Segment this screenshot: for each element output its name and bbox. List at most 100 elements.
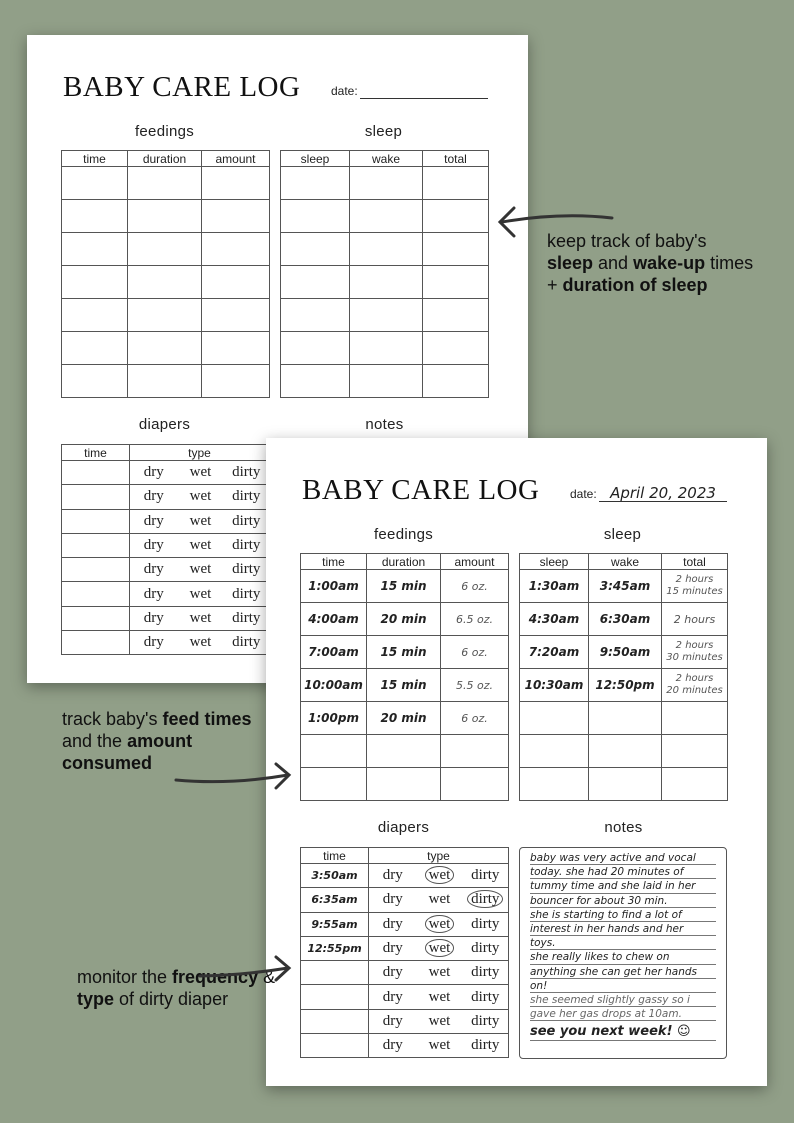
sleep-cell[interactable]: 4:30am <box>519 602 589 636</box>
sleep-cell[interactable]: 6:30am <box>588 602 662 636</box>
feedings-cell[interactable] <box>440 767 509 801</box>
sleep-cell[interactable]: 1:30am <box>519 569 589 603</box>
sleep-cell[interactable] <box>519 767 589 801</box>
diaper-type-option[interactable]: wet <box>416 984 463 1010</box>
feedings-cell[interactable]: 15 min <box>366 635 441 669</box>
diaper-time[interactable] <box>61 581 130 607</box>
diaper-type-option[interactable]: dry <box>368 862 417 889</box>
diaper-type-option[interactable]: dirty <box>223 508 271 534</box>
feedings-cell[interactable] <box>61 331 128 365</box>
diaper-type-option[interactable]: dry <box>129 557 178 583</box>
diaper-time[interactable]: 9:55am <box>300 911 369 937</box>
diaper-type-option[interactable]: dirty <box>223 581 271 607</box>
sleep-cell[interactable] <box>349 331 423 365</box>
feedings-cell[interactable]: 15 min <box>366 668 441 702</box>
sleep-cell[interactable]: 12:50pm <box>588 668 662 702</box>
diaper-type-option[interactable]: dirty <box>462 1008 510 1035</box>
diaper-type-option[interactable]: dry <box>129 508 178 534</box>
diaper-time[interactable]: 3:50am <box>300 862 369 889</box>
sleep-cell[interactable] <box>588 701 662 735</box>
sleep-cell[interactable] <box>422 298 489 332</box>
diaper-type-option[interactable]: wet <box>416 1008 463 1035</box>
feedings-cell[interactable] <box>201 199 270 233</box>
feedings-cell[interactable] <box>201 298 270 332</box>
feedings-cell[interactable]: 10:00am <box>300 668 367 702</box>
diaper-time[interactable] <box>61 484 130 510</box>
diaper-time[interactable] <box>300 1033 369 1059</box>
diaper-type-option[interactable]: dirty <box>462 960 510 986</box>
diaper-type-option[interactable]: dirty <box>462 984 510 1010</box>
feedings-cell[interactable]: 1:00pm <box>300 701 367 735</box>
sleep-cell[interactable]: 10:30am <box>519 668 589 702</box>
diaper-type-option[interactable]: wet <box>177 484 224 510</box>
diaper-time[interactable] <box>300 960 369 986</box>
sleep-cell[interactable] <box>519 734 589 768</box>
sleep-cell[interactable] <box>422 265 489 299</box>
diaper-type-option[interactable]: wet <box>416 960 463 986</box>
diaper-type-option[interactable]: dry <box>368 1033 417 1059</box>
sleep-cell[interactable] <box>280 232 350 266</box>
sleep-cell[interactable]: 2 hours <box>661 602 728 636</box>
sleep-cell[interactable] <box>280 166 350 200</box>
diaper-type-option[interactable]: dry <box>129 630 178 656</box>
diaper-type-option[interactable]: wet <box>177 508 224 534</box>
diaper-time[interactable] <box>300 1008 369 1035</box>
feedings-cell[interactable] <box>127 199 202 233</box>
sleep-cell[interactable]: 9:50am <box>588 635 662 669</box>
diaper-type-option[interactable]: wet <box>416 911 463 937</box>
diaper-type-option[interactable]: dirty <box>462 911 510 937</box>
feedings-cell[interactable] <box>366 767 441 801</box>
diaper-time[interactable] <box>300 984 369 1010</box>
sleep-cell[interactable] <box>422 166 489 200</box>
diaper-time[interactable] <box>61 459 130 486</box>
feedings-cell[interactable]: 6.5 oz. <box>440 602 509 636</box>
diaper-type-option[interactable]: wet <box>416 1033 463 1059</box>
diaper-time[interactable] <box>61 532 130 559</box>
diaper-time[interactable] <box>61 508 130 534</box>
feedings-cell[interactable] <box>201 364 270 398</box>
diaper-type-option[interactable]: dirty <box>223 630 271 656</box>
feedings-cell[interactable] <box>61 364 128 398</box>
diaper-type-option[interactable]: dry <box>368 911 417 937</box>
sleep-cell[interactable] <box>588 767 662 801</box>
diaper-type-option[interactable]: dry <box>368 984 417 1010</box>
diaper-type-option[interactable]: dry <box>368 1008 417 1035</box>
sleep-cell[interactable]: 2 hours 15 minutes <box>661 569 728 603</box>
date-field[interactable] <box>360 81 488 99</box>
diaper-type-option[interactable]: dirty <box>462 887 510 913</box>
diaper-type-option[interactable]: wet <box>177 557 224 583</box>
diaper-type-option[interactable]: dry <box>129 484 178 510</box>
diaper-type-option[interactable]: wet <box>177 459 224 486</box>
diaper-type-option[interactable]: dirty <box>462 935 510 962</box>
sleep-cell[interactable] <box>280 364 350 398</box>
feedings-cell[interactable]: 6 oz. <box>440 569 509 603</box>
feedings-cell[interactable] <box>201 166 270 200</box>
diaper-time[interactable]: 12:55pm <box>300 935 369 962</box>
diaper-type-option[interactable]: dirty <box>223 532 271 559</box>
feedings-cell[interactable]: 7:00am <box>300 635 367 669</box>
feedings-cell[interactable] <box>61 298 128 332</box>
diaper-type-option[interactable]: wet <box>177 605 224 632</box>
sleep-cell[interactable] <box>422 232 489 266</box>
diaper-time[interactable] <box>61 630 130 656</box>
sleep-cell[interactable] <box>422 364 489 398</box>
diaper-type-option[interactable]: dry <box>368 887 417 913</box>
sleep-cell[interactable] <box>280 199 350 233</box>
sleep-cell[interactable] <box>588 734 662 768</box>
feedings-cell[interactable] <box>127 298 202 332</box>
diaper-type-option[interactable]: dry <box>129 581 178 607</box>
sleep-cell[interactable] <box>349 166 423 200</box>
feedings-cell[interactable] <box>61 199 128 233</box>
sleep-cell[interactable]: 2 hours 30 minutes <box>661 635 728 669</box>
diaper-type-option[interactable]: dirty <box>462 1033 510 1059</box>
diaper-type-option[interactable]: dry <box>129 459 178 486</box>
notes-box[interactable]: baby was very active and vocal today. she… <box>519 847 727 1059</box>
feedings-cell[interactable] <box>127 232 202 266</box>
feedings-cell[interactable]: 5.5 oz. <box>440 668 509 702</box>
diaper-type-option[interactable]: dirty <box>223 605 271 632</box>
diaper-type-option[interactable]: wet <box>177 630 224 656</box>
feedings-cell[interactable]: 4:00am <box>300 602 367 636</box>
diaper-type-option[interactable]: dry <box>129 532 178 559</box>
sleep-cell[interactable] <box>661 767 728 801</box>
feedings-cell[interactable] <box>127 364 202 398</box>
